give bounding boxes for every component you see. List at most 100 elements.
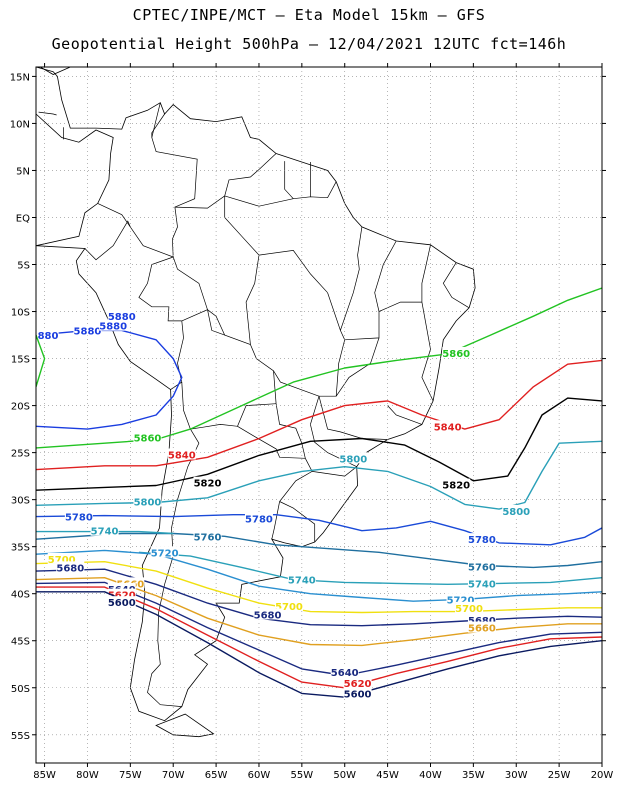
country-border-28 [442,262,470,309]
contour-label-5800: 5800 [134,498,162,509]
country-border-20 [273,370,320,397]
contour-label-bg [64,510,93,522]
contour-label-bg [36,329,59,341]
country-border-21 [335,337,380,397]
country-border-3 [174,153,277,209]
contour-label-5880: 5880 [99,322,127,333]
contour-5600-16 [36,591,602,698]
country-border-34 [207,309,225,336]
contour-label-bg [253,608,282,620]
contour-5760-7 [36,532,602,569]
contour-5840-3 [36,359,602,471]
contour-label-bg [73,324,102,336]
contour-label-5860: 5860 [134,434,162,445]
lat-tick-label: 20S [11,402,30,413]
contour-label-bg [287,573,316,585]
contour-5740-9 [138,551,602,585]
contour-5640-14 [36,581,602,677]
contour-label-bg [467,621,496,633]
country-border-10 [181,382,277,430]
contour-label-bg [116,577,145,589]
contour-5860-2 [36,334,46,388]
contour-label-bg [107,596,136,608]
contour-label-bg [442,478,471,490]
country-border-14 [279,458,313,502]
country-border-15 [279,501,316,542]
lon-tick-label: 45W [376,770,399,781]
lat-tick-label: 35S [11,543,30,554]
coastline-0 [36,67,476,722]
contour-label-5820: 5820 [194,479,222,490]
country-border-4 [224,181,337,207]
contour-label-5720: 5720 [151,548,179,559]
contour-label-5740: 5740 [288,576,316,587]
contour-label-bg [47,552,76,564]
lat-tick-label: 30S [11,496,30,507]
contour-label-bg [193,476,222,488]
country-border-2 [151,102,198,258]
contour-label-5760: 5760 [468,562,496,573]
contour-label-bg [99,319,128,331]
contour-label-5780: 5780 [65,513,93,524]
country-border-7 [138,256,182,322]
lat-tick-label: 15S [11,355,30,366]
contour-label-5700: 5700 [455,604,483,615]
contour-label-bg [330,665,359,677]
country-border-35 [151,113,165,138]
contour-5660-13 [36,577,602,647]
land-outlines [36,67,476,738]
country-border-17 [258,250,328,293]
lon-tick-label: 35W [462,770,485,781]
contour-label-5680: 5680 [56,563,84,574]
contour-label-bg [343,677,372,689]
contour-5800-5 [36,440,602,510]
country-border-16 [271,501,280,540]
contour-label-5880: 5880 [108,312,136,323]
lon-tick-label: 80W [76,770,99,781]
contour-label-bg [467,614,496,626]
contour-label-5620: 5620 [344,679,372,690]
contour-label-bg [442,346,471,358]
contour-5620-15 [36,586,602,689]
contour-5820-4 [36,397,602,491]
contour-label-bg [133,431,162,443]
country-border-5 [284,161,294,199]
country-border-27 [421,244,431,303]
lat-tick-label: 5N [16,166,30,177]
contour-label-bg [343,687,372,699]
lat-lon-gridlines [36,67,602,763]
contour-label-5600: 5600 [344,689,372,700]
map-subtitle: Geopotential Height 500hPa – 12/04/2021 … [51,35,567,53]
map-frame [35,66,603,764]
contour-label-5780: 5780 [245,514,273,525]
contour-label-5800: 5800 [502,507,530,518]
contour-label-5700: 5700 [48,555,76,566]
contour-label-bg [193,530,222,542]
contour-label-bg [56,561,85,573]
contour-label-bg [433,420,462,432]
country-border-1 [84,220,131,261]
contour-label-bg [467,577,496,589]
lon-tick-label: 20W [591,770,614,781]
contour-label-bg [167,448,196,460]
contour-label-5880: 5880 [31,331,59,342]
country-border-32 [224,195,260,256]
contour-label-5720: 5720 [447,595,475,606]
contour-label-5640: 5640 [331,668,359,679]
lat-tick-label: 40S [11,590,30,601]
coastline-2 [39,67,71,75]
country-border-18 [344,301,422,341]
contour-label-5880: 5880 [74,326,102,337]
lon-tick-label: 70W [162,770,185,781]
contour-label-bg [133,495,162,507]
lat-tick-label: 15N [10,72,30,83]
contour-label-5660: 5660 [468,624,496,635]
contour-label-bg [107,583,136,594]
lat-tick-label: 45S [11,637,30,648]
contour-5680-12 [36,568,602,627]
lat-tick-label: 25S [11,449,30,460]
lat-tick-label: 10N [10,119,30,130]
contour-label-bg [339,452,368,464]
country-border-13 [275,403,306,459]
